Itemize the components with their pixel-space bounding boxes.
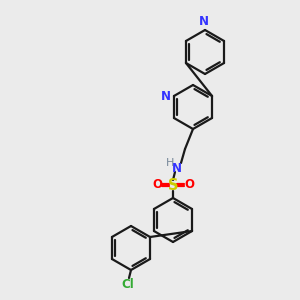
- Text: Cl: Cl: [122, 278, 134, 290]
- Text: O: O: [152, 178, 162, 191]
- Text: H: H: [166, 158, 174, 168]
- Text: S: S: [168, 178, 178, 193]
- Text: N: N: [172, 161, 182, 175]
- Text: N: N: [199, 15, 209, 28]
- Text: N: N: [161, 89, 171, 103]
- Text: O: O: [184, 178, 194, 191]
